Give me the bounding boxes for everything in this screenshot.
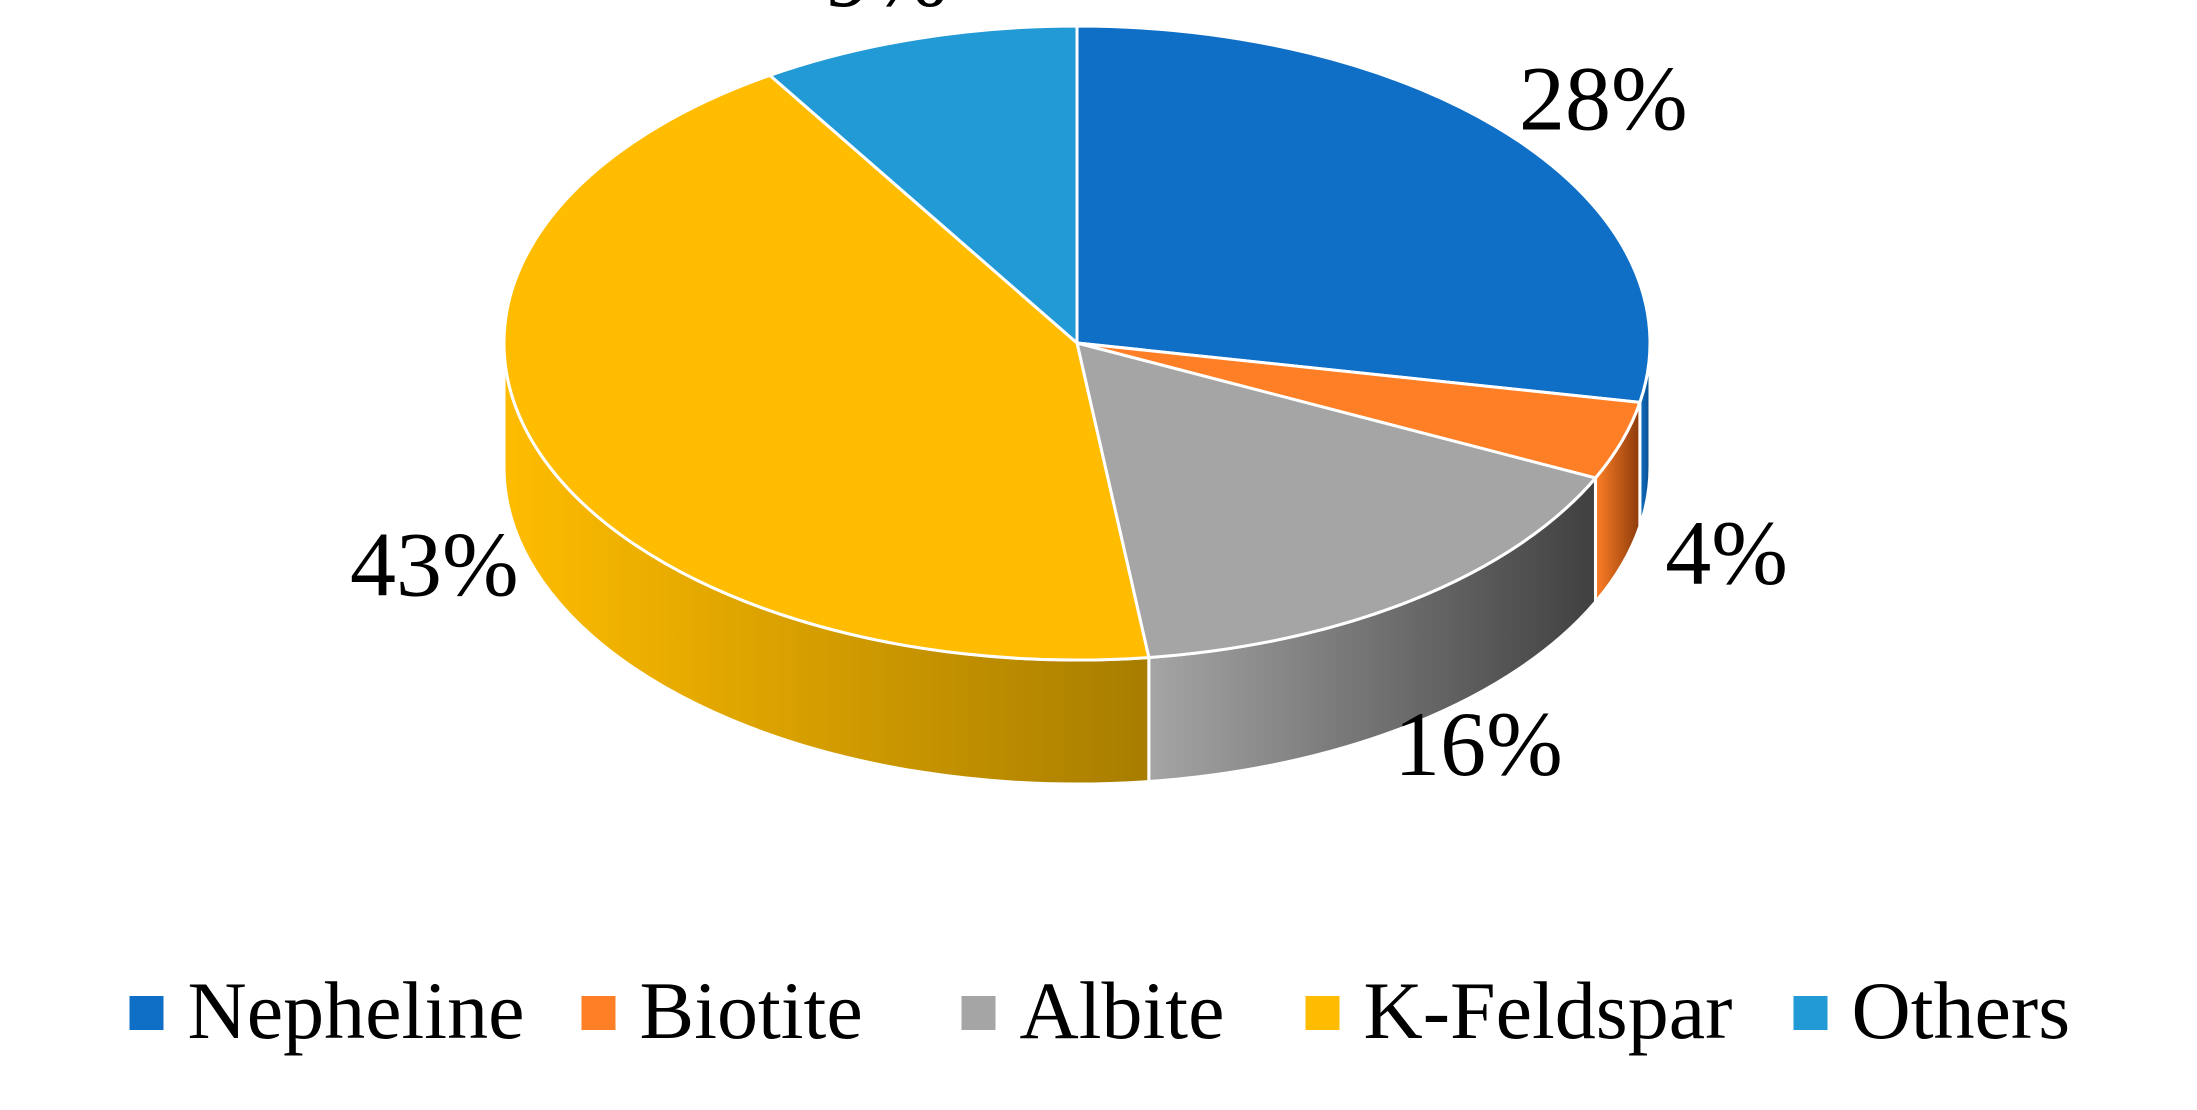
data-label-others: 9% xyxy=(825,0,948,26)
legend-swatch-others xyxy=(1793,996,1828,1030)
legend-label-nepheline: Nepheline xyxy=(188,965,525,1056)
pie-slice-k-feldspar xyxy=(502,73,1151,662)
data-labels: 28% 4% 16% 43% 9% xyxy=(350,0,1788,795)
legend-item-k-feldspar: K-Feldspar xyxy=(1305,965,1733,1056)
legend-item-nepheline: Nepheline xyxy=(129,965,525,1056)
legend-swatch-k-feldspar xyxy=(1305,996,1340,1030)
legend: Nepheline Biotite Albite K-Feldspar Others xyxy=(129,965,2071,1056)
legend-item-biotite: Biotite xyxy=(581,965,863,1056)
data-label-biotite: 4% xyxy=(1665,502,1788,604)
data-label-albite: 16% xyxy=(1394,693,1563,795)
legend-label-k-feldspar: K-Feldspar xyxy=(1364,965,1733,1056)
legend-label-albite: Albite xyxy=(1020,965,1225,1056)
legend-swatch-nepheline xyxy=(129,996,164,1030)
legend-swatch-biotite xyxy=(581,996,616,1030)
data-label-nepheline: 28% xyxy=(1519,48,1688,150)
legend-label-others: Others xyxy=(1852,965,2071,1056)
pie-top xyxy=(502,24,1652,662)
legend-label-biotite: Biotite xyxy=(640,965,863,1056)
legend-item-albite: Albite xyxy=(961,965,1225,1056)
legend-item-others: Others xyxy=(1793,965,2071,1056)
pie-slice-nepheline xyxy=(1075,24,1652,404)
pie-slice-albite xyxy=(1075,341,1597,659)
data-label-k-feldspar: 43% xyxy=(350,513,519,615)
pie-slice-others xyxy=(768,24,1079,345)
legend-swatch-albite xyxy=(961,996,996,1030)
